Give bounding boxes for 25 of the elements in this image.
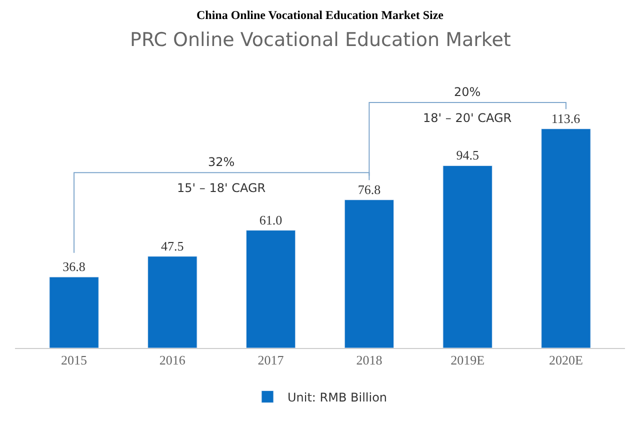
data-label: 113.6 [551,110,581,126]
x-tick-label: 2016 [159,352,186,368]
chart-title: China Online Vocational Education Market Size [196,8,444,22]
legend-label: Unit: RMB Billion [288,390,388,404]
chart-subtitle: PRC Online Vocational Education Market [130,29,511,51]
x-tick-label: 2018 [356,352,382,368]
x-tick-label: 2019E [450,352,485,368]
bar [148,256,198,348]
text: 18' – 20' CAGR [423,111,512,125]
x-tick-label: 2020E [548,352,583,368]
annotation: 15' – 18' CAGR [177,181,266,195]
data-label: 47.5 [161,238,184,254]
bar [541,128,591,348]
bar [344,200,394,348]
x-tick-label: 2017 [258,352,284,368]
bar [49,276,99,348]
bar [442,165,492,348]
text: 20% [454,85,481,99]
data-label: 36.8 [62,259,86,274]
data-label: 94.5 [456,148,479,163]
data-label: 61.0 [259,212,282,228]
x-tick-label: 2015 [61,352,88,368]
bar [246,230,296,348]
data-label: 76.8 [358,182,381,197]
annotation: 32% [208,155,235,169]
